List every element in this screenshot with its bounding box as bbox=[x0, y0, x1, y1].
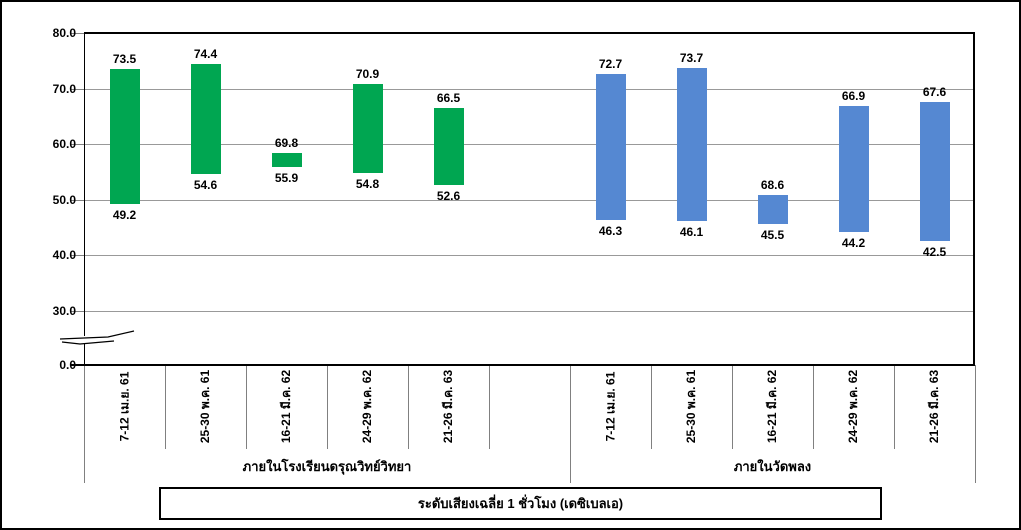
bar-low-label: 42.5 bbox=[922, 245, 947, 260]
category-separator bbox=[327, 365, 328, 449]
bar-low-label: 54.8 bbox=[355, 176, 380, 191]
category-label: 16-21 มี.ค. 62 bbox=[245, 367, 329, 445]
bar-high-label: 66.5 bbox=[436, 90, 461, 105]
category-label: 21-26 มี.ค. 63 bbox=[893, 367, 977, 445]
bar-high-label: 73.7 bbox=[679, 50, 704, 65]
category-separator bbox=[894, 365, 895, 449]
category-label-text: 7-12 เม.ย. 61 bbox=[603, 371, 617, 441]
y-axis-tick bbox=[70, 255, 84, 256]
gridline bbox=[84, 255, 975, 256]
bar-high-label: 72.7 bbox=[598, 56, 623, 71]
bar-low-label: 46.1 bbox=[679, 225, 704, 240]
y-axis-tick bbox=[70, 310, 84, 312]
y-tick-label: 70.0 bbox=[52, 81, 76, 96]
bar-high-label: 67.6 bbox=[922, 84, 947, 99]
bar-low-label: 46.3 bbox=[598, 224, 623, 239]
category-separator bbox=[165, 365, 166, 449]
y-tick-label: 50.0 bbox=[52, 192, 76, 207]
y-tick-label: 60.0 bbox=[52, 137, 76, 151]
bar-low-label: 52.6 bbox=[436, 189, 461, 204]
category-separator bbox=[975, 365, 976, 483]
bar-low-label: 49.2 bbox=[112, 207, 137, 222]
category-separator bbox=[408, 365, 409, 449]
category-separator bbox=[651, 365, 652, 449]
category-label-text: 16-21 มี.ค. 62 bbox=[279, 369, 293, 443]
y-axis-tick bbox=[70, 144, 84, 145]
y-axis-line-upper bbox=[84, 33, 85, 336]
category-label: 25-30 พ.ค. 61 bbox=[650, 367, 734, 445]
gridline bbox=[84, 310, 975, 312]
bar bbox=[595, 73, 626, 221]
chart-title-box: ระดับเสียงเฉลี่ย 1 ชั่วโมง (เดซิเบลเอ) bbox=[159, 487, 882, 520]
y-axis-tick bbox=[70, 199, 84, 201]
bar bbox=[838, 105, 869, 232]
bar bbox=[190, 64, 221, 174]
y-axis-line-lower bbox=[84, 344, 85, 365]
bar bbox=[109, 69, 140, 204]
category-separator bbox=[732, 365, 733, 449]
bar-high-label: 74.4 bbox=[193, 47, 218, 62]
category-label: 24-29 พ.ค. 62 bbox=[326, 367, 410, 445]
category-separator bbox=[246, 365, 247, 449]
bar-low-label: 55.9 bbox=[274, 170, 299, 185]
category-label-text: 25-30 พ.ค. 61 bbox=[198, 369, 212, 443]
y-axis-tick bbox=[70, 33, 84, 34]
bar-high-label: 70.9 bbox=[355, 66, 380, 81]
gridline bbox=[84, 199, 975, 201]
bar bbox=[433, 107, 464, 186]
category-separator bbox=[489, 365, 490, 449]
group-label-school: ภายในโรงเรียนดรุณวิทย์วิทยา bbox=[242, 458, 412, 474]
bar-low-label: 45.5 bbox=[760, 228, 785, 243]
bar bbox=[757, 194, 788, 225]
bar bbox=[919, 101, 950, 242]
category-separator bbox=[84, 365, 85, 483]
bar-high-label: 68.6 bbox=[760, 177, 785, 192]
category-separator bbox=[813, 365, 814, 449]
bar-high-label: 69.8 bbox=[274, 136, 299, 151]
y-axis-break-icon bbox=[59, 330, 135, 345]
category-label: 16-21 มี.ค. 62 bbox=[731, 367, 815, 445]
bar bbox=[271, 153, 302, 167]
category-label-text: 24-29 พ.ค. 62 bbox=[360, 369, 374, 443]
x-axis-line bbox=[70, 364, 975, 366]
gridline bbox=[84, 88, 975, 90]
category-separator bbox=[570, 365, 571, 483]
y-tick-label: 80.0 bbox=[52, 26, 76, 40]
bar-high-label: 66.9 bbox=[841, 88, 866, 103]
y-tick-label: 0.0 bbox=[59, 358, 76, 372]
chart-title: ระดับเสียงเฉลี่ย 1 ชั่วโมง (เดซิเบลเอ) bbox=[417, 496, 624, 511]
category-label: 24-29 พ.ค. 62 bbox=[812, 367, 896, 445]
category-label: 25-30 พ.ค. 61 bbox=[164, 367, 248, 445]
bar bbox=[676, 67, 707, 222]
category-label-text: 21-26 มี.ค. 63 bbox=[441, 369, 455, 443]
category-label: 7-12 เม.ย. 61 bbox=[83, 367, 167, 445]
y-axis-tick bbox=[70, 88, 84, 90]
plot-top-border bbox=[84, 32, 975, 34]
y-tick-label: 40.0 bbox=[52, 248, 76, 262]
bar bbox=[352, 83, 383, 173]
category-label-text: 21-26 มี.ค. 63 bbox=[927, 369, 941, 443]
plot-right-border bbox=[973, 33, 975, 365]
category-label: 7-12 เม.ย. 61 bbox=[569, 367, 653, 445]
category-label-text: 7-12 เม.ย. 61 bbox=[117, 371, 131, 441]
category-label-text: 24-29 พ.ค. 62 bbox=[846, 369, 860, 443]
category-label-text: 25-30 พ.ค. 61 bbox=[684, 369, 698, 443]
gridline bbox=[84, 144, 975, 145]
bar-low-label: 54.6 bbox=[193, 177, 218, 192]
category-label: 21-26 มี.ค. 63 bbox=[407, 367, 491, 445]
category-label-text: 16-21 มี.ค. 62 bbox=[765, 369, 779, 443]
bar-low-label: 44.2 bbox=[841, 235, 866, 250]
bar-high-label: 73.5 bbox=[112, 52, 137, 67]
y-tick-label: 30.0 bbox=[52, 303, 76, 318]
group-label-temple: ภายในวัดพลง bbox=[733, 458, 812, 474]
